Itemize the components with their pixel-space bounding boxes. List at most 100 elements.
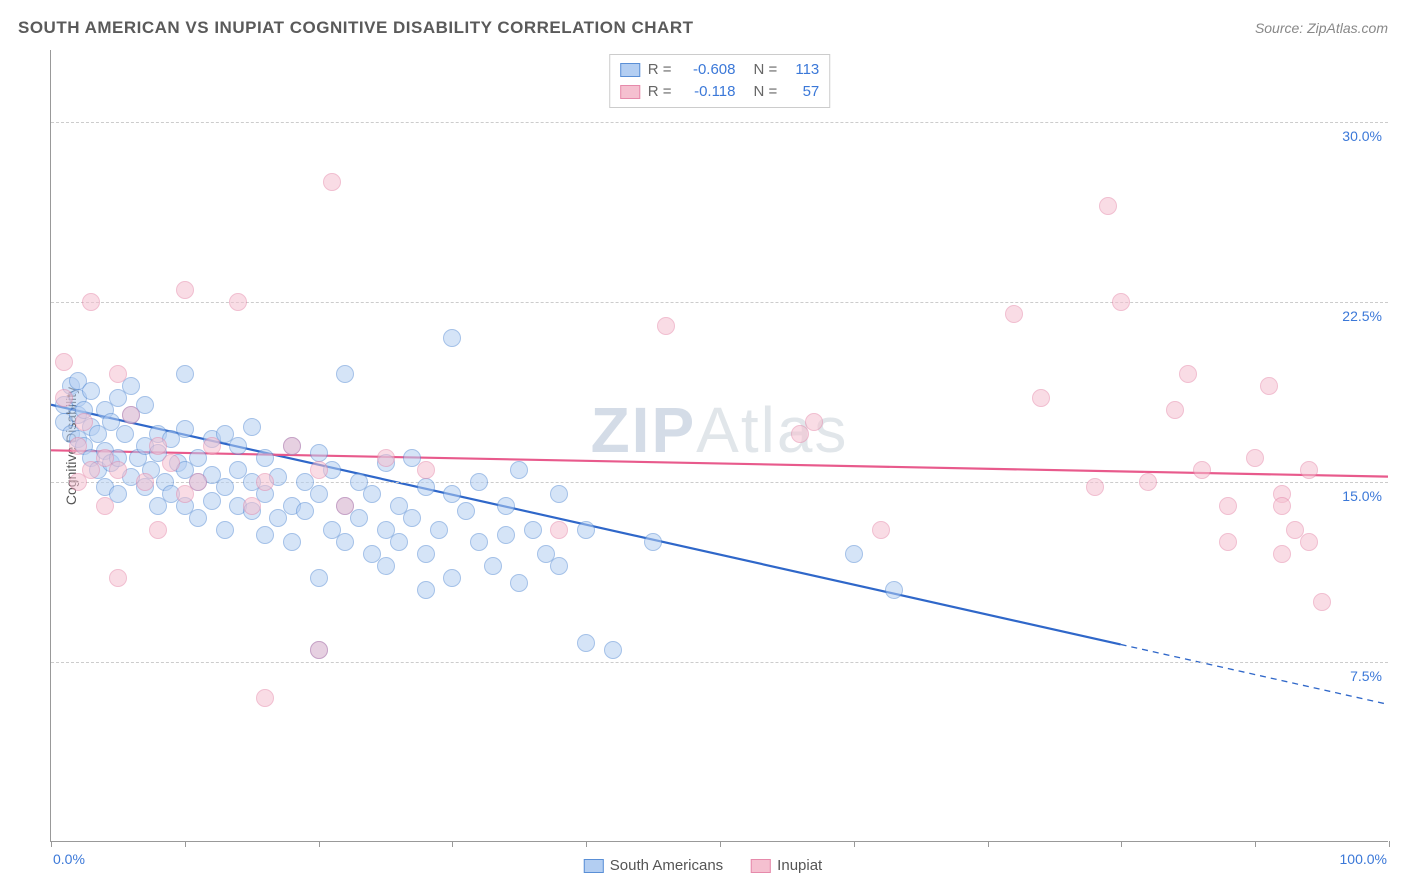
data-point bbox=[390, 533, 408, 551]
data-point bbox=[69, 437, 87, 455]
legend-swatch bbox=[751, 859, 771, 873]
data-point bbox=[55, 353, 73, 371]
data-point bbox=[497, 497, 515, 515]
data-point bbox=[176, 365, 194, 383]
scatter-chart: ZIPAtlas R = -0.608 N = 113R =-0.118N =57 7… bbox=[50, 50, 1388, 842]
legend-row: R =-0.118N =57 bbox=[620, 81, 820, 103]
legend-swatch bbox=[620, 63, 640, 77]
chart-header: SOUTH AMERICAN VS INUPIAT COGNITIVE DISA… bbox=[18, 18, 1388, 38]
data-point bbox=[216, 521, 234, 539]
x-tick bbox=[720, 841, 721, 847]
data-point bbox=[497, 526, 515, 544]
data-point bbox=[550, 485, 568, 503]
data-point bbox=[577, 634, 595, 652]
data-point bbox=[296, 502, 314, 520]
data-point bbox=[1219, 497, 1237, 515]
series-legend: South Americans Inupiat bbox=[584, 857, 822, 874]
data-point bbox=[1099, 197, 1117, 215]
data-point bbox=[1300, 533, 1318, 551]
data-point bbox=[149, 437, 167, 455]
watermark-zip: ZIP bbox=[591, 394, 697, 466]
data-point bbox=[122, 377, 140, 395]
legend-item: South Americans bbox=[584, 857, 723, 874]
x-tick bbox=[988, 841, 989, 847]
x-tick-label-right: 100.0% bbox=[1340, 851, 1387, 867]
data-point bbox=[1246, 449, 1264, 467]
legend-item: Inupiat bbox=[751, 857, 822, 874]
data-point bbox=[484, 557, 502, 575]
y-tick-label: 15.0% bbox=[1342, 488, 1382, 504]
data-point bbox=[283, 533, 301, 551]
legend-row: R = -0.608 N = 113 bbox=[620, 59, 820, 81]
x-tick bbox=[1389, 841, 1390, 847]
data-point bbox=[216, 478, 234, 496]
data-point bbox=[1139, 473, 1157, 491]
x-tick bbox=[586, 841, 587, 847]
data-point bbox=[1273, 497, 1291, 515]
data-point bbox=[1112, 293, 1130, 311]
data-point bbox=[417, 581, 435, 599]
n-value: 113 bbox=[785, 59, 819, 81]
data-point bbox=[377, 557, 395, 575]
data-point bbox=[310, 461, 328, 479]
chart-source: Source: ZipAtlas.com bbox=[1255, 20, 1388, 36]
data-point bbox=[203, 437, 221, 455]
n-label: N = bbox=[754, 81, 778, 103]
data-point bbox=[75, 413, 93, 431]
data-point bbox=[310, 444, 328, 462]
x-tick bbox=[452, 841, 453, 847]
data-point bbox=[604, 641, 622, 659]
data-point bbox=[256, 526, 274, 544]
data-point bbox=[443, 485, 461, 503]
data-point bbox=[162, 454, 180, 472]
data-point bbox=[430, 521, 448, 539]
data-point bbox=[550, 521, 568, 539]
data-point bbox=[872, 521, 890, 539]
n-label: N = bbox=[754, 59, 778, 81]
x-tick bbox=[854, 841, 855, 847]
data-point bbox=[189, 509, 207, 527]
y-tick-label: 30.0% bbox=[1342, 128, 1382, 144]
data-point bbox=[149, 521, 167, 539]
data-point bbox=[363, 485, 381, 503]
data-point bbox=[229, 293, 247, 311]
data-point bbox=[350, 509, 368, 527]
y-tick-label: 7.5% bbox=[1350, 668, 1382, 684]
data-point bbox=[136, 473, 154, 491]
data-point bbox=[310, 641, 328, 659]
data-point bbox=[176, 281, 194, 299]
data-point bbox=[176, 420, 194, 438]
data-point bbox=[510, 574, 528, 592]
data-point bbox=[243, 418, 261, 436]
data-point bbox=[470, 473, 488, 491]
r-label: R = bbox=[648, 59, 672, 81]
data-point bbox=[644, 533, 662, 551]
legend-label: Inupiat bbox=[777, 857, 822, 874]
data-point bbox=[550, 557, 568, 575]
data-point bbox=[310, 569, 328, 587]
trend-lines bbox=[51, 50, 1388, 841]
data-point bbox=[82, 293, 100, 311]
r-value: -0.608 bbox=[680, 59, 736, 81]
data-point bbox=[510, 461, 528, 479]
gridline bbox=[51, 662, 1388, 663]
data-point bbox=[457, 502, 475, 520]
data-point bbox=[336, 365, 354, 383]
data-point bbox=[1193, 461, 1211, 479]
data-point bbox=[1300, 461, 1318, 479]
data-point bbox=[470, 533, 488, 551]
data-point bbox=[417, 461, 435, 479]
data-point bbox=[1032, 389, 1050, 407]
legend-swatch bbox=[584, 859, 604, 873]
data-point bbox=[1086, 478, 1104, 496]
x-tick-label-left: 0.0% bbox=[53, 851, 85, 867]
data-point bbox=[1313, 593, 1331, 611]
data-point bbox=[524, 521, 542, 539]
legend-label: South Americans bbox=[610, 857, 723, 874]
data-point bbox=[443, 569, 461, 587]
data-point bbox=[229, 437, 247, 455]
y-tick-label: 22.5% bbox=[1342, 308, 1382, 324]
data-point bbox=[657, 317, 675, 335]
watermark-atlas: Atlas bbox=[696, 394, 848, 466]
data-point bbox=[243, 497, 261, 515]
